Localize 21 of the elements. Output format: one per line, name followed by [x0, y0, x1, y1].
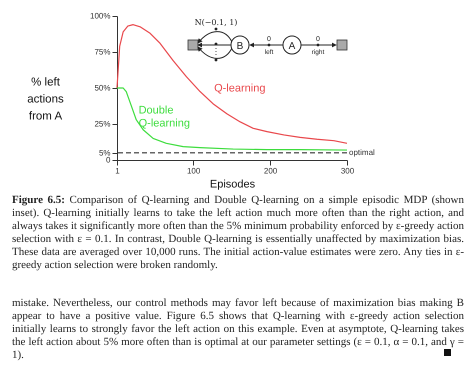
ref-line-label: optimal [349, 148, 376, 157]
y-tick-label: 50% [94, 84, 110, 92]
y-tick-label: 100% [90, 12, 110, 20]
caption: Figure 6.5: [12, 194, 65, 206]
annotation: N(−0.1, 1) [194, 18, 238, 27]
y-tick-label: 0 [106, 156, 112, 164]
y-axis-title: % left actions from A [27, 76, 64, 122]
y-tick-label: 5% [98, 148, 110, 158]
annotation: A [288, 41, 296, 52]
y-tick-label: 75% [94, 48, 110, 56]
line-series [116, 24, 348, 144]
x-axis-title: Episodes [210, 178, 256, 190]
x-tick-label: 1 [115, 166, 120, 176]
x-tick-label: 300 [340, 166, 355, 176]
x-tick-label: 100 [186, 166, 201, 176]
series-label: Double Q-learning [138, 104, 190, 130]
series-label: Q-learning [214, 82, 266, 95]
y-tick-label: 25% [94, 120, 110, 128]
x-tick-label: 200 [264, 166, 278, 176]
text: mistake. Nevertheless, our control methods may favor left because of maximization bias making B appear to have a positive value. Figure 6.5 shows that Q-learning with ε-greedy action selection initially learns to strongly favor the left action on this example. Even at asymptote, Q-learning takes the left action about 5% more often than is optimal at our parameter settings (ε = 0.1, α = 0.1, and γ = 1). [12, 297, 464, 362]
annotation: B [236, 41, 244, 52]
